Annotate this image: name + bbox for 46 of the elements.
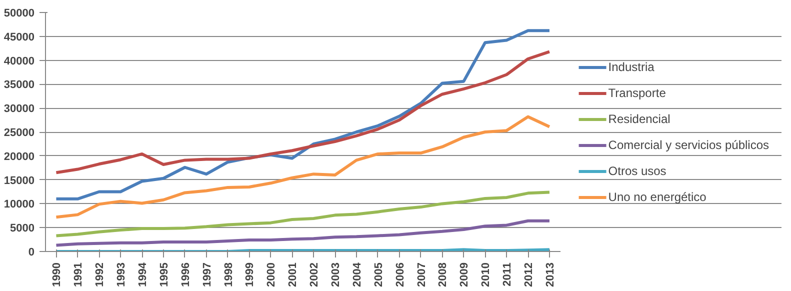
legend-label: Industria bbox=[608, 60, 654, 74]
line-series bbox=[54, 29, 551, 200]
x-tick-label: 2004 bbox=[351, 262, 364, 287]
x-tick-label: 1999 bbox=[244, 262, 256, 287]
y-tick-label: 25000 bbox=[4, 127, 35, 139]
legend-label: Transporte bbox=[608, 86, 666, 100]
x-tick-label: 1990 bbox=[51, 262, 64, 287]
x-tick-label: 1997 bbox=[201, 262, 214, 287]
x-tick-label: 2000 bbox=[266, 262, 278, 287]
legend-label: Residencial bbox=[608, 112, 670, 126]
y-tick-label: 30000 bbox=[4, 103, 35, 116]
line-series bbox=[54, 190, 551, 238]
x-tick-label: 2012 bbox=[523, 262, 536, 287]
y-tick-label: 0 bbox=[28, 246, 35, 258]
x-tick-label: 1995 bbox=[158, 262, 170, 287]
y-tick-label: 5000 bbox=[10, 222, 35, 235]
x-tick-label: 2008 bbox=[437, 262, 450, 287]
x-tick-label: 2006 bbox=[394, 262, 406, 287]
x-tick-label: 1996 bbox=[180, 262, 192, 287]
x-tick-label: 2009 bbox=[458, 262, 471, 287]
x-tick-label: 2003 bbox=[330, 262, 342, 287]
legend-label: Otros usos bbox=[608, 164, 666, 178]
y-tick-label: 20000 bbox=[4, 150, 35, 163]
line-series bbox=[54, 50, 551, 174]
y-tick-label: 15000 bbox=[4, 174, 35, 187]
x-tick-label: 1994 bbox=[137, 262, 150, 287]
y-tick-label: 45000 bbox=[4, 31, 35, 44]
legend-label: Comercial y servicios públicos bbox=[608, 138, 769, 152]
x-tick-label: 2002 bbox=[308, 262, 321, 287]
x-tick-label: 2005 bbox=[372, 262, 385, 287]
y-tick-label: 35000 bbox=[4, 79, 35, 92]
x-tick-label: 2013 bbox=[544, 262, 556, 287]
x-tick-label: 1993 bbox=[116, 262, 128, 287]
y-tick-label: 50000 bbox=[4, 8, 35, 20]
legend-label: Uno no energético bbox=[608, 190, 706, 204]
y-tick-label: 40000 bbox=[4, 55, 35, 68]
x-tick-label: 1998 bbox=[222, 262, 235, 287]
x-tick-label: 2010 bbox=[480, 262, 492, 287]
x-tick-label: 2001 bbox=[287, 262, 300, 287]
x-tick-label: 1992 bbox=[94, 262, 106, 287]
x-tick-label: 2007 bbox=[416, 262, 428, 287]
line-series bbox=[54, 115, 551, 219]
y-tick-label: 10000 bbox=[4, 198, 35, 211]
line-series bbox=[54, 219, 551, 247]
x-tick-label: 2011 bbox=[502, 262, 514, 286]
x-tick-label: 1991 bbox=[72, 262, 85, 287]
